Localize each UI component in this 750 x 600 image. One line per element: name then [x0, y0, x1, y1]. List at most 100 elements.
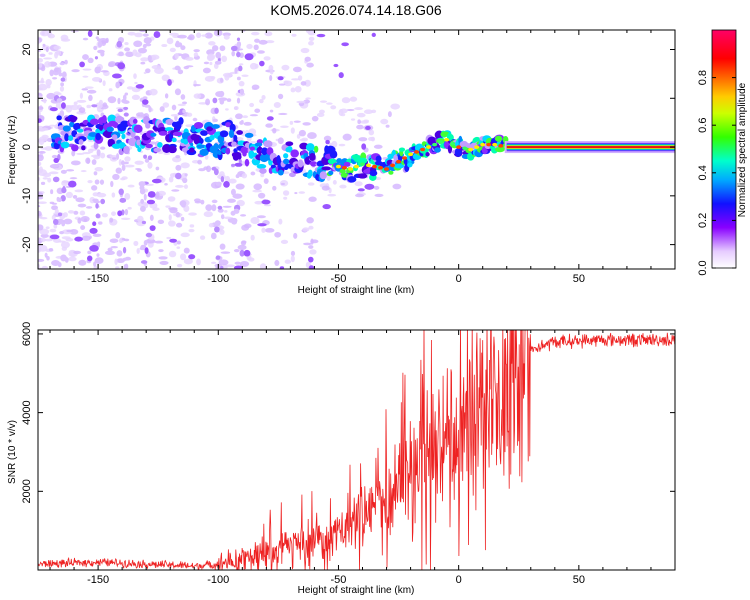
spectrogram-noise-blob: [82, 151, 91, 155]
spectrogram-noise-blob: [124, 42, 129, 46]
spectrogram-noise-blob: [72, 194, 78, 199]
spectrogram-ridge-blob: [329, 150, 338, 159]
spectrogram-streak-blob: [234, 261, 242, 265]
spectrogram-core-spot: [426, 145, 432, 149]
spectrogram-ridge-blob: [56, 115, 62, 121]
spectrogram-streak-blob: [175, 222, 183, 228]
spectrogram-ridge-blob: [196, 144, 206, 149]
spectrogram-noise-blob: [387, 111, 392, 118]
spectrogram-noise-blob: [224, 210, 228, 213]
spectrogram-ridge-blob: [174, 123, 182, 130]
spectrogram-streak-blob: [60, 169, 67, 174]
spectrogram-noise-blob: [309, 249, 317, 255]
spectrogram-noise-blob: [87, 250, 92, 255]
spectrogram-noise-blob: [161, 43, 168, 48]
spectrogram-ridge-blob: [129, 141, 136, 146]
snr-series-line: [38, 330, 675, 570]
spectrogram-noise-blob: [241, 74, 249, 78]
spectrogram-streak-blob: [235, 174, 240, 179]
spectrogram-ridge-blob: [244, 132, 254, 138]
spectrogram-noise-blob: [201, 34, 208, 37]
spectrogram-noise-blob: [109, 217, 114, 223]
spectrogram-ridge-blob: [237, 154, 242, 160]
spectrogram-streak-blob: [59, 110, 65, 117]
spectrogram-noise-blob: [242, 115, 249, 119]
spectrogram-ridge-blob: [254, 142, 263, 147]
spectrogram-streak-blob: [56, 98, 63, 103]
spectrogram-ridge-blob: [321, 166, 332, 171]
spectrogram-noise-blob: [38, 83, 48, 91]
spectrogram-core-spot: [474, 145, 480, 149]
spectrogram-ridge-blob: [434, 147, 441, 153]
spectrogram-noise-blob: [261, 227, 266, 233]
spectrogram-noise-blob: [167, 196, 176, 202]
spectrogram-noise-blob: [52, 77, 58, 80]
spectrogram-ridge-blob: [233, 134, 238, 142]
spectrogram-noise-blob: [330, 105, 337, 110]
spectrogram-noise-blob: [368, 129, 375, 136]
spectrogram-noise-blob: [284, 259, 292, 264]
spectrogram-noise-blob: [208, 222, 214, 228]
spectrogram-ridge-blob: [168, 145, 177, 154]
snr-frame: [37, 329, 676, 571]
snr-axes: -150 -100 -50 0 50 2000 4000 6000: [21, 322, 676, 586]
spectrogram-noise-blob: [249, 140, 257, 144]
spectrogram-noise-blob: [302, 122, 311, 126]
spectrogram-noise-blob: [44, 146, 53, 151]
spectrogram-ytick-label: 10: [21, 92, 33, 104]
spectrogram-noise-blob: [306, 62, 314, 68]
spectrogram-noise-blob: [254, 63, 259, 69]
spectrogram-streak-blob: [60, 77, 66, 82]
spectrogram-noise-blob: [168, 214, 172, 221]
spectrogram-noise-blob: [239, 63, 244, 66]
spectrogram-streak-blob: [53, 72, 59, 76]
spectrogram-ridge-blob: [76, 128, 84, 133]
spectrogram-ridge-blob: [158, 130, 168, 136]
spectrogram-noise-blob: [363, 119, 370, 123]
spectrogram-noise-blob: [77, 217, 82, 224]
spectrogram-noise-blob: [320, 100, 328, 103]
spectrogram-noise-blob: [42, 172, 52, 178]
spectrogram-noise-blob: [339, 184, 347, 189]
spectrogram-noise-blob: [373, 185, 380, 190]
spectrogram-streak-blob: [62, 186, 66, 193]
spectrogram-noise-blob: [70, 160, 81, 166]
spectrogram-core-spot: [390, 163, 396, 168]
spectrogram-noise-blob: [44, 238, 53, 242]
spectrogram-noise-blob: [239, 260, 250, 268]
spectrogram-noise-blob: [358, 137, 368, 142]
spectrogram-noise-blob: [118, 159, 122, 166]
spectrogram-noise-blob: [59, 86, 65, 92]
spectrogram-noise-blob: [168, 207, 178, 211]
spectrogram-noise-blob: [218, 259, 229, 266]
spectrogram-noise-blob: [170, 113, 180, 117]
spectrogram-noise-blob: [53, 45, 61, 50]
spectrogram-streak-blob: [115, 167, 122, 174]
spectrogram-streak-blob: [122, 257, 128, 261]
spectrogram-outlier-blob: [49, 107, 58, 112]
spectrogram-ridge-blob: [283, 153, 289, 159]
snr-ytick-label: 6000: [21, 322, 33, 346]
spectrogram-noise-blob: [102, 80, 106, 87]
spectrogram-streak-blob: [175, 172, 182, 180]
spectrogram-ridge-blob: [319, 171, 327, 180]
spectrogram-streak-blob: [177, 69, 184, 75]
spectrogram-outlier-blob: [149, 225, 156, 231]
spectrogram-noise-blob: [133, 73, 137, 79]
spectrogram-outlier-blob: [365, 125, 371, 130]
spectrogram-ridge-blob: [150, 132, 157, 137]
spectrogram-noise-blob: [277, 93, 284, 100]
spectrogram-streak-blob: [123, 106, 129, 110]
colorbar: 0.0 0.2 0.4 0.6 0.8 Normalized spectral ampl…: [697, 29, 748, 276]
spectrogram-noise-blob: [282, 190, 290, 196]
spectrogram-streak-blob: [179, 200, 187, 207]
spectrogram-outlier-blob: [244, 53, 254, 61]
spectrogram-streak-blob: [123, 263, 128, 269]
spectrogram-streak-blob: [139, 246, 146, 251]
spectrogram-noise-blob: [199, 235, 206, 240]
spectrogram-noise-blob: [209, 61, 213, 66]
spectrogram-streak-blob: [57, 262, 62, 268]
spectrogram-noise-blob: [38, 139, 43, 143]
spectrogram-streak-blob: [60, 195, 66, 202]
spectrogram-noise-blob: [308, 245, 314, 249]
